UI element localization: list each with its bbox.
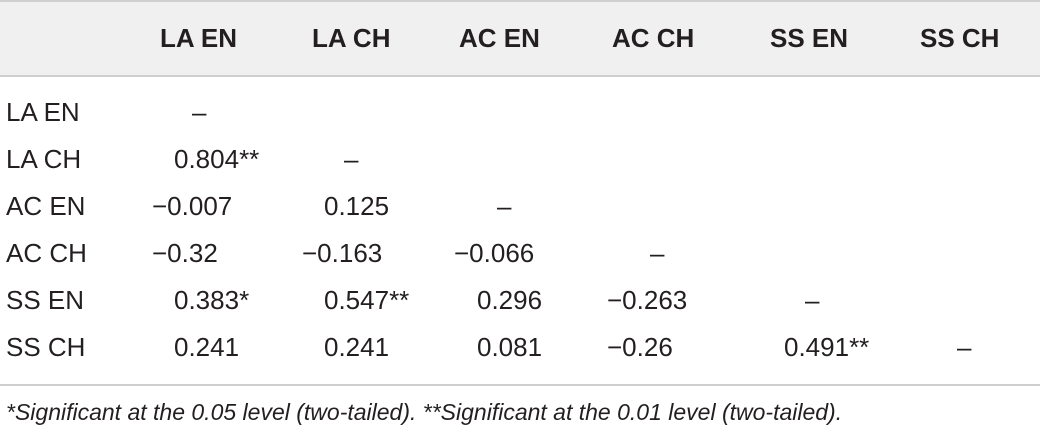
table-cell: 0.296 [477, 285, 543, 315]
table-cell: 0.241 [174, 332, 240, 362]
row-label-la-ch: LA CH [6, 144, 82, 174]
table-cell: – [192, 97, 207, 127]
table-cell: −0.163 [302, 238, 383, 268]
table-cell: −0.263 [607, 285, 688, 315]
row-label-ac-en: AC EN [6, 191, 86, 221]
row-label-ac-ch: AC CH [6, 238, 87, 268]
table-cell: −0.007 [152, 191, 233, 221]
col-header-ss-ch: SS CH [920, 23, 1000, 53]
header-band [0, 0, 1040, 77]
table-cell: – [497, 191, 512, 221]
table-cell: – [957, 332, 972, 362]
table-cell: 0.241 [324, 332, 390, 362]
row-label-ss-ch: SS CH [6, 332, 86, 362]
table-cell: – [344, 144, 359, 174]
bottom-rule [0, 384, 1040, 386]
table-cell: 0.081 [477, 332, 543, 362]
row-label-la-en: LA EN [6, 97, 80, 127]
col-header-ac-ch: AC CH [612, 23, 695, 53]
table-cell: – [805, 285, 820, 315]
table-cell: 0.383* [174, 285, 250, 315]
col-header-la-en: LA EN [160, 23, 238, 53]
table-cell: 0.804** [174, 144, 260, 174]
table-cell: – [650, 238, 665, 268]
table-cell: 0.491** [784, 332, 870, 362]
table-cell: −0.26 [607, 332, 673, 362]
table-cell: 0.547** [324, 285, 410, 315]
col-header-ss-en: SS EN [770, 23, 849, 53]
col-header-ac-en: AC EN [459, 23, 540, 53]
table-cell: −0.066 [454, 238, 535, 268]
table-footnote: *Significant at the 0.05 level (two-tail… [6, 399, 843, 425]
row-label-ss-en: SS EN [6, 285, 85, 315]
table-cell: 0.125 [324, 191, 390, 221]
table-cell: −0.32 [152, 238, 218, 268]
col-header-la-ch: LA CH [312, 23, 391, 53]
